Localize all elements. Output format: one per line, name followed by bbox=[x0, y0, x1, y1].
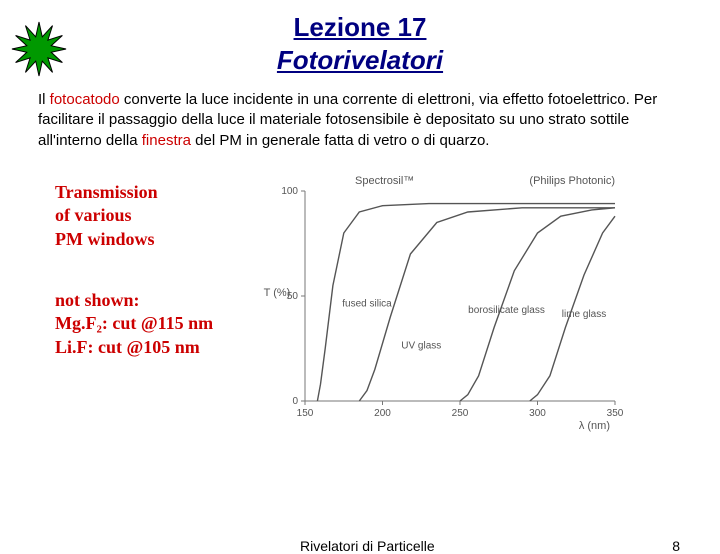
svg-text:fused silica: fused silica bbox=[342, 298, 392, 309]
side-line1: Transmission bbox=[55, 181, 225, 204]
svg-text:250: 250 bbox=[452, 408, 469, 419]
svg-text:(Philips Photonic): (Philips Photonic) bbox=[529, 175, 615, 187]
page-number: 8 bbox=[672, 538, 680, 554]
side-line6: Li.F: cut @105 nm bbox=[55, 336, 225, 359]
svg-text:UV glass: UV glass bbox=[401, 340, 441, 351]
slide-subtitle: Fotorivelatori bbox=[0, 45, 720, 76]
slide-title: Lezione 17 bbox=[0, 12, 720, 43]
svg-text:150: 150 bbox=[297, 408, 314, 419]
svg-text:100: 100 bbox=[281, 186, 298, 197]
svg-text:350: 350 bbox=[607, 408, 624, 419]
svg-text:0: 0 bbox=[292, 396, 298, 407]
side-line3: PM windows bbox=[55, 228, 225, 251]
para-suffix: del PM in generale fatta di vetro o di q… bbox=[191, 132, 490, 149]
side-labels: Transmission of various PM windows not s… bbox=[55, 181, 225, 359]
side-line2: of various bbox=[55, 204, 225, 227]
figure-area: Transmission of various PM windows not s… bbox=[0, 161, 720, 461]
svg-text:200: 200 bbox=[374, 408, 391, 419]
svg-text:Spectrosil™: Spectrosil™ bbox=[355, 175, 414, 187]
starburst-icon bbox=[10, 20, 68, 78]
para-hl1: fotocatodo bbox=[50, 91, 120, 108]
footer-text: Rivelatori di Particelle bbox=[300, 538, 435, 554]
transmission-chart: 050100150200250300350T (%)λ (nm)Spectros… bbox=[260, 166, 640, 436]
para-prefix: Il bbox=[38, 91, 50, 108]
svg-text:λ (nm): λ (nm) bbox=[579, 420, 610, 432]
side-line5: Mg.F₂: cut @115 nm bbox=[55, 312, 225, 335]
svg-text:300: 300 bbox=[529, 408, 546, 419]
svg-text:lime glass: lime glass bbox=[562, 309, 606, 320]
side-line4: not shown: bbox=[55, 289, 225, 312]
svg-text:T (%): T (%) bbox=[264, 287, 291, 299]
svg-text:borosilicate glass: borosilicate glass bbox=[468, 305, 545, 316]
body-paragraph: Il fotocatodo converte la luce incidente… bbox=[38, 90, 682, 151]
para-hl2: finestra bbox=[142, 132, 191, 149]
